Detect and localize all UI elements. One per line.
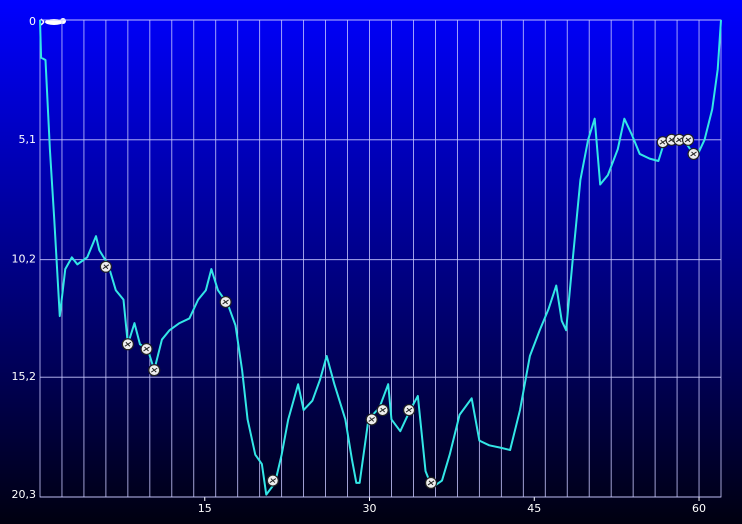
- diver-icon: [40, 18, 66, 26]
- marker-glyph: [269, 478, 277, 483]
- marker-glyph: [659, 139, 667, 145]
- marker-glyph: [690, 151, 697, 157]
- marker-glyph: [150, 367, 158, 373]
- event-marker: [687, 147, 700, 161]
- y-tick-label: 0: [29, 15, 36, 28]
- marker-glyph: [379, 407, 386, 413]
- event-marker: [376, 403, 389, 417]
- marker-glyph: [102, 264, 110, 270]
- x-tick-label: 15: [198, 502, 212, 515]
- marker-glyph: [405, 407, 413, 413]
- y-tick-label: 10,2: [12, 253, 37, 266]
- plot-frame: [39, 19, 722, 498]
- event-marker: [140, 342, 153, 356]
- event-marker: [402, 403, 416, 417]
- marker-glyph: [222, 299, 229, 305]
- x-tick-label: 60: [692, 502, 706, 515]
- marker-glyph: [684, 137, 692, 143]
- event-marker: [219, 295, 232, 309]
- event-marker: [148, 364, 161, 377]
- marker-glyph: [427, 480, 435, 486]
- y-tick-label: 15,2: [12, 370, 37, 383]
- event-marker: [99, 260, 113, 273]
- event-marker: [424, 476, 438, 490]
- x-tick-label: 45: [527, 502, 541, 515]
- x-tick-label: 30: [363, 502, 377, 515]
- y-tick-label: 20,3: [12, 488, 37, 501]
- marker-glyph: [675, 137, 683, 143]
- event-marker: [681, 133, 695, 146]
- marker-glyph: [124, 341, 132, 347]
- event-marker: [266, 474, 279, 487]
- marker-glyph: [368, 417, 375, 422]
- marker-glyph: [143, 346, 150, 352]
- grid: [40, 19, 721, 498]
- event-marker: [365, 413, 378, 426]
- y-tick-label: 5,1: [19, 133, 37, 146]
- event-marker: [121, 338, 134, 351]
